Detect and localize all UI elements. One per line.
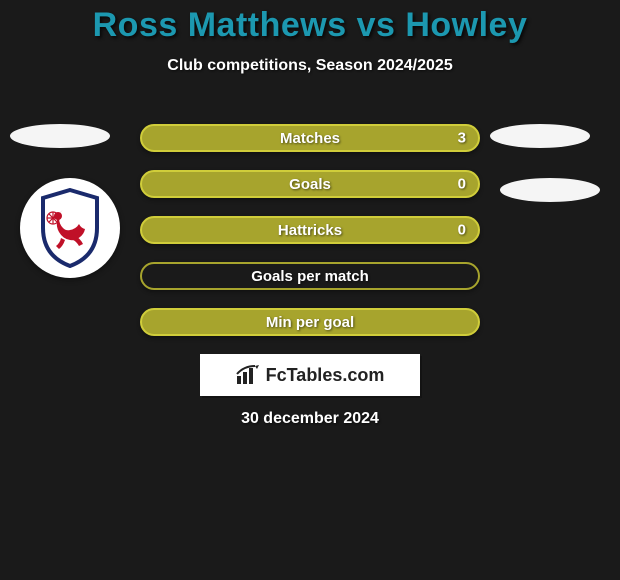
decorative-ellipse xyxy=(500,178,600,202)
stat-bar-label: Hattricks xyxy=(278,222,342,239)
stat-bar: Goals 0 xyxy=(140,170,480,198)
decorative-ellipse xyxy=(10,124,110,148)
shield-outline xyxy=(43,190,97,266)
stat-bar-value-right: 0 xyxy=(458,222,466,239)
stat-bar-value-right: 0 xyxy=(458,176,466,193)
logo-text: FcTables.com xyxy=(266,365,385,386)
stat-bar: Hattricks 0 xyxy=(140,216,480,244)
stat-bar: Goals per match xyxy=(140,262,480,290)
date-text: 30 december 2024 xyxy=(0,410,620,428)
fctables-logo: FcTables.com xyxy=(200,354,420,396)
bar-chart-icon xyxy=(236,364,260,386)
stat-bar: Matches 3 xyxy=(140,124,480,152)
stat-bar-label: Goals xyxy=(289,176,331,193)
stat-bars: Matches 3 Goals 0 Hattricks 0 Goals per match M… xyxy=(140,124,480,354)
page-title: Ross Matthews vs Howley xyxy=(0,0,620,45)
subtitle: Club competitions, Season 2024/2025 xyxy=(0,57,620,75)
club-badge-left xyxy=(20,178,120,278)
stat-bar-label: Min per goal xyxy=(266,314,354,331)
stat-bar-label: Goals per match xyxy=(251,268,369,285)
stat-bar-value-right: 3 xyxy=(458,130,466,147)
stat-bar: Min per goal xyxy=(140,308,480,336)
wheel-icon xyxy=(47,212,59,224)
shield-icon xyxy=(35,188,105,268)
decorative-ellipse xyxy=(490,124,590,148)
stat-bar-label: Matches xyxy=(280,130,340,147)
